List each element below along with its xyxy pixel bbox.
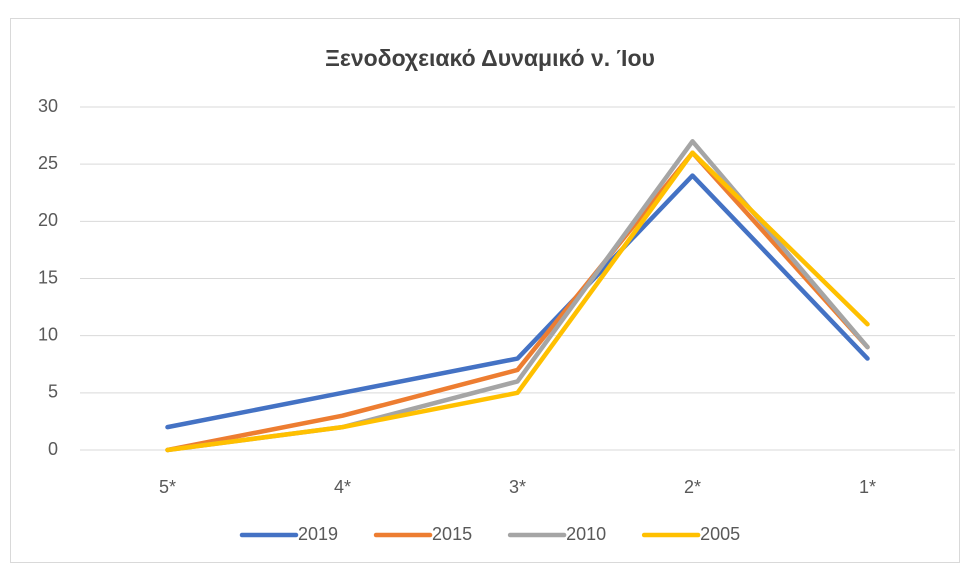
y-tick-label: 0 — [48, 439, 58, 459]
series-line — [165, 173, 870, 430]
legend-label: 2019 — [298, 524, 338, 544]
legend-label: 2010 — [566, 524, 606, 544]
x-tick-label: 2* — [684, 477, 701, 497]
x-tick-label: 4* — [334, 477, 351, 497]
x-tick-label: 1* — [859, 477, 876, 497]
y-tick-label: 30 — [38, 96, 58, 116]
series-line — [165, 150, 870, 453]
y-tick-label: 10 — [38, 324, 58, 344]
legend-label: 2015 — [432, 524, 472, 544]
y-tick-label: 20 — [38, 210, 58, 230]
x-tick-label: 3* — [509, 477, 526, 497]
y-tick-label: 15 — [38, 267, 58, 287]
series-line — [165, 150, 870, 453]
legend-label: 2005 — [700, 524, 740, 544]
y-tick-label: 25 — [38, 153, 58, 173]
chart-title: Ξενοδοχειακό Δυναμικό ν. Ίου — [325, 45, 655, 71]
x-tick-label: 5* — [159, 477, 176, 497]
y-tick-label: 5 — [48, 382, 58, 402]
